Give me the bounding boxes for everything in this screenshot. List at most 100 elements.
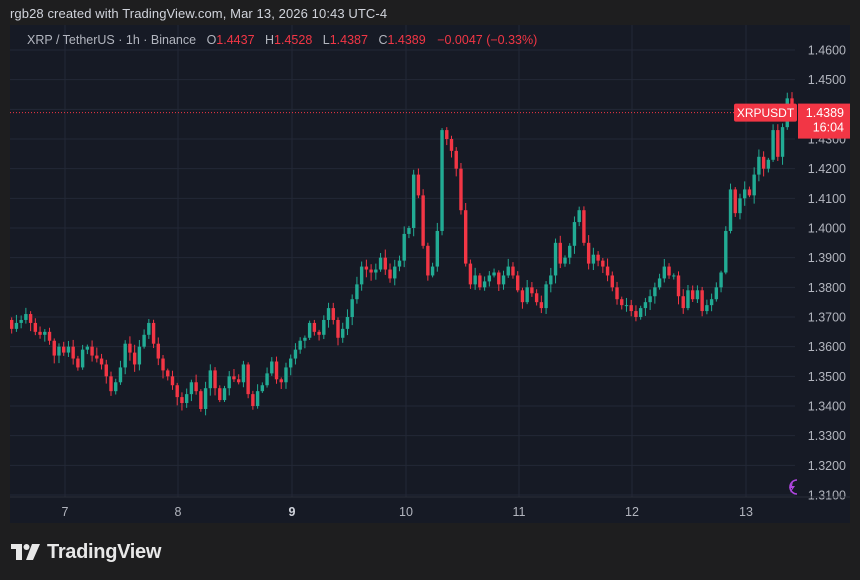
price-axis-label: 1.3500 xyxy=(808,370,846,384)
price-tag-countdown: 16:04 xyxy=(813,121,844,135)
candle-down xyxy=(336,319,340,338)
candle-down xyxy=(449,139,454,151)
candle-up xyxy=(80,349,85,368)
candle-down xyxy=(676,275,681,297)
change-value: −0.0047 (−0.33%) xyxy=(437,33,538,47)
candle-down xyxy=(175,385,179,398)
candle-up xyxy=(563,257,567,264)
candle-down xyxy=(170,376,175,386)
candle-down xyxy=(194,382,198,392)
candle-down xyxy=(497,272,501,285)
candle-up xyxy=(780,127,785,157)
lightning-icon[interactable] xyxy=(789,479,798,495)
price-axis-label: 1.3400 xyxy=(808,400,846,414)
price-tag xyxy=(798,103,850,139)
candle-down xyxy=(213,370,217,389)
candle-up xyxy=(686,290,690,309)
candle-up xyxy=(714,287,719,300)
candle-up xyxy=(66,346,71,353)
candle-down xyxy=(629,305,633,312)
candle-up xyxy=(397,260,402,267)
candle-up xyxy=(184,394,189,404)
candle-down xyxy=(530,287,534,294)
time-axis-label: 11 xyxy=(513,505,526,519)
candle-down xyxy=(331,308,335,320)
candlestick-chart[interactable]: 1.46001.45001.44001.43001.42001.41001.40… xyxy=(10,25,850,523)
open-value: 1.4437 xyxy=(216,33,255,47)
candle-down xyxy=(700,290,704,312)
candle-down xyxy=(52,340,56,356)
tradingview-logo-icon xyxy=(11,544,40,560)
price-axis-label: 1.3200 xyxy=(808,459,846,473)
candle-up xyxy=(43,331,47,335)
candle-up xyxy=(19,319,23,323)
time-axis-label: 12 xyxy=(625,505,639,519)
candle-up xyxy=(568,245,572,258)
candle-up xyxy=(402,233,406,261)
candle-down xyxy=(416,174,421,196)
candle-down xyxy=(605,266,610,276)
attribution-text: rgb28 created with TradingView.com, Mar … xyxy=(10,6,388,21)
candle-down xyxy=(369,269,373,273)
candle-down xyxy=(95,355,99,359)
candle-down xyxy=(516,275,520,291)
candle-up xyxy=(487,275,492,282)
candle-up xyxy=(270,361,274,374)
candle-down xyxy=(733,189,737,214)
candle-down xyxy=(109,376,113,392)
candle-up xyxy=(440,130,444,231)
candle-up xyxy=(293,349,298,359)
candle-up xyxy=(771,130,775,160)
candle-down xyxy=(364,266,369,270)
candle-down xyxy=(10,319,14,329)
candle-up xyxy=(137,346,142,365)
candle-up xyxy=(435,230,440,267)
candle-down xyxy=(132,352,137,365)
candle-up xyxy=(208,370,213,389)
candle-up xyxy=(307,322,312,338)
candle-up xyxy=(123,343,127,368)
candle-up xyxy=(572,222,577,246)
candle-up xyxy=(591,254,596,264)
candle-up xyxy=(709,299,714,306)
candle-up xyxy=(227,376,231,389)
candle-down xyxy=(776,130,780,157)
candle-down xyxy=(38,331,42,335)
candle-up xyxy=(643,302,648,309)
candle-up xyxy=(284,367,288,383)
candle-up xyxy=(724,230,728,273)
price-axis-label: 1.4100 xyxy=(808,192,846,206)
candle-down xyxy=(681,296,685,309)
candle-down xyxy=(478,275,482,288)
candle-down xyxy=(388,269,392,279)
candle-down xyxy=(586,242,591,264)
candle-down xyxy=(274,361,279,380)
candle-up xyxy=(350,299,354,317)
symbol-title[interactable]: XRP / TetherUS · 1h · Binance xyxy=(27,33,197,47)
candle-down xyxy=(421,195,425,246)
candle-down xyxy=(511,266,515,276)
candle-up xyxy=(430,266,435,276)
candle-up xyxy=(653,287,657,297)
candle-up xyxy=(24,314,28,320)
candle-up xyxy=(326,308,331,320)
candle-down xyxy=(246,364,250,395)
candle-up xyxy=(553,242,558,276)
candle-down xyxy=(47,331,52,341)
candle-up xyxy=(624,305,629,307)
tradingview-logo[interactable]: TradingView xyxy=(11,540,161,564)
candle-up xyxy=(738,198,742,214)
candle-down xyxy=(620,299,624,306)
candle-up xyxy=(662,266,667,279)
candle-up xyxy=(482,281,487,288)
candle-down xyxy=(468,263,473,285)
candle-up xyxy=(728,189,733,231)
high-value: 1.4528 xyxy=(274,33,313,47)
price-axis-label: 1.3700 xyxy=(808,311,846,325)
price-axis-label: 1.3600 xyxy=(808,340,846,354)
candle-up xyxy=(114,382,118,392)
chart-panel[interactable]: 1.46001.45001.44001.43001.42001.41001.40… xyxy=(10,25,850,523)
candle-down xyxy=(166,370,170,377)
candle-down xyxy=(747,189,752,196)
symbol-badge xyxy=(734,103,797,122)
